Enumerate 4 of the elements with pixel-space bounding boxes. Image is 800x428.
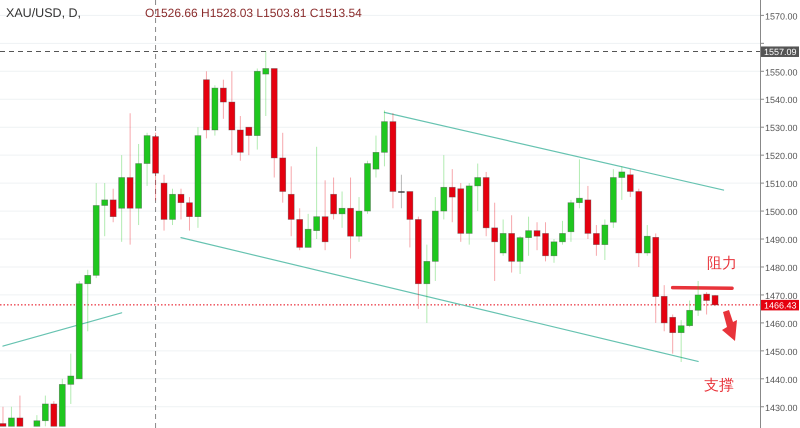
annotation: 阻力	[707, 255, 737, 272]
annotation: 支撑	[704, 377, 734, 394]
title: XAU/USD, D,	[6, 6, 82, 20]
subtitle: O1526.66 H1528.03 L1503.81 C1513.54	[145, 6, 362, 20]
